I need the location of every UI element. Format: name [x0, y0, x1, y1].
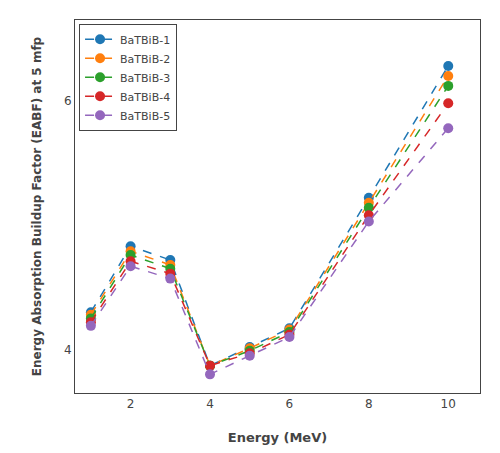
svg-text:10: 10 [441, 397, 456, 411]
svg-text:BaTBiB-5: BaTBiB-5 [120, 110, 170, 123]
svg-text:BaTBiB-1: BaTBiB-1 [120, 34, 170, 47]
svg-text:8: 8 [365, 397, 373, 411]
svg-text:BaTBiB-4: BaTBiB-4 [120, 91, 170, 104]
svg-text:4: 4 [64, 343, 72, 357]
svg-text:4: 4 [206, 397, 214, 411]
svg-text:Energy Absorption Buildup Fact: Energy Absorption Buildup Factor (EABF) … [30, 36, 44, 376]
svg-text:BaTBiB-2: BaTBiB-2 [120, 53, 170, 66]
svg-text:6: 6 [64, 94, 72, 108]
svg-text:6: 6 [286, 397, 294, 411]
svg-text:Energy (MeV): Energy (MeV) [228, 430, 327, 445]
svg-text:2: 2 [127, 397, 135, 411]
svg-text:BaTBiB-3: BaTBiB-3 [120, 72, 170, 85]
